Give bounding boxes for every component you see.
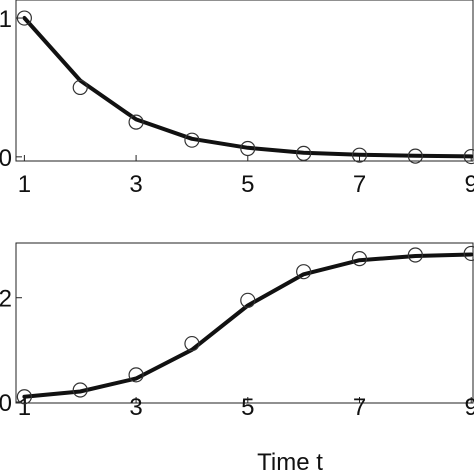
y-tick-label: 0: [0, 390, 12, 417]
data-point-marker: [407, 148, 423, 164]
x-axis-label: Time t: [257, 449, 323, 474]
y-tick-label: 0: [0, 145, 12, 172]
data-point-marker: [16, 389, 32, 405]
axes-frame: [15, 242, 474, 404]
x-tick-label: 1: [18, 394, 31, 421]
data-point-marker: [16, 10, 32, 26]
y-tick-label: 1: [0, 6, 12, 33]
bottom-panel: 1 3 5 7 9 0 2: [0, 242, 474, 421]
data-point-marker: [72, 382, 88, 398]
data-point-marker: [240, 292, 256, 308]
data-point-marker: [351, 251, 368, 267]
data-point-marker: [184, 132, 200, 148]
data-point-marker: [407, 247, 423, 263]
data-point-marker: [463, 245, 474, 262]
y-tick-label: 2: [0, 286, 12, 313]
data-point-marker: [128, 114, 144, 130]
data-point-marker: [128, 367, 144, 383]
axes-frame: [15, 0, 474, 162]
data-point-marker: [72, 79, 88, 96]
data-point-marker: [184, 335, 200, 352]
x-tick-label: 7: [353, 171, 366, 198]
top-panel: 1 3 5 7 901: [0, 0, 474, 198]
x-tick-label: 5: [241, 394, 254, 421]
x-tick-label: 3: [129, 394, 142, 421]
data-point-marker: [351, 147, 368, 163]
series-line: [22, 252, 474, 399]
x-tick-label: 1: [18, 171, 31, 198]
data-point-marker: [296, 145, 312, 161]
x-tick-label: 3: [129, 171, 142, 198]
x-tick-label: 5: [241, 171, 254, 198]
series-line: [22, 16, 474, 159]
data-point-marker: [240, 140, 256, 157]
x-tick-label: 9: [465, 171, 474, 198]
x-tick-label: 7: [353, 394, 366, 421]
x-tick-label: 9: [465, 394, 474, 421]
data-point-marker: [463, 148, 474, 165]
data-point-marker: [296, 264, 312, 280]
